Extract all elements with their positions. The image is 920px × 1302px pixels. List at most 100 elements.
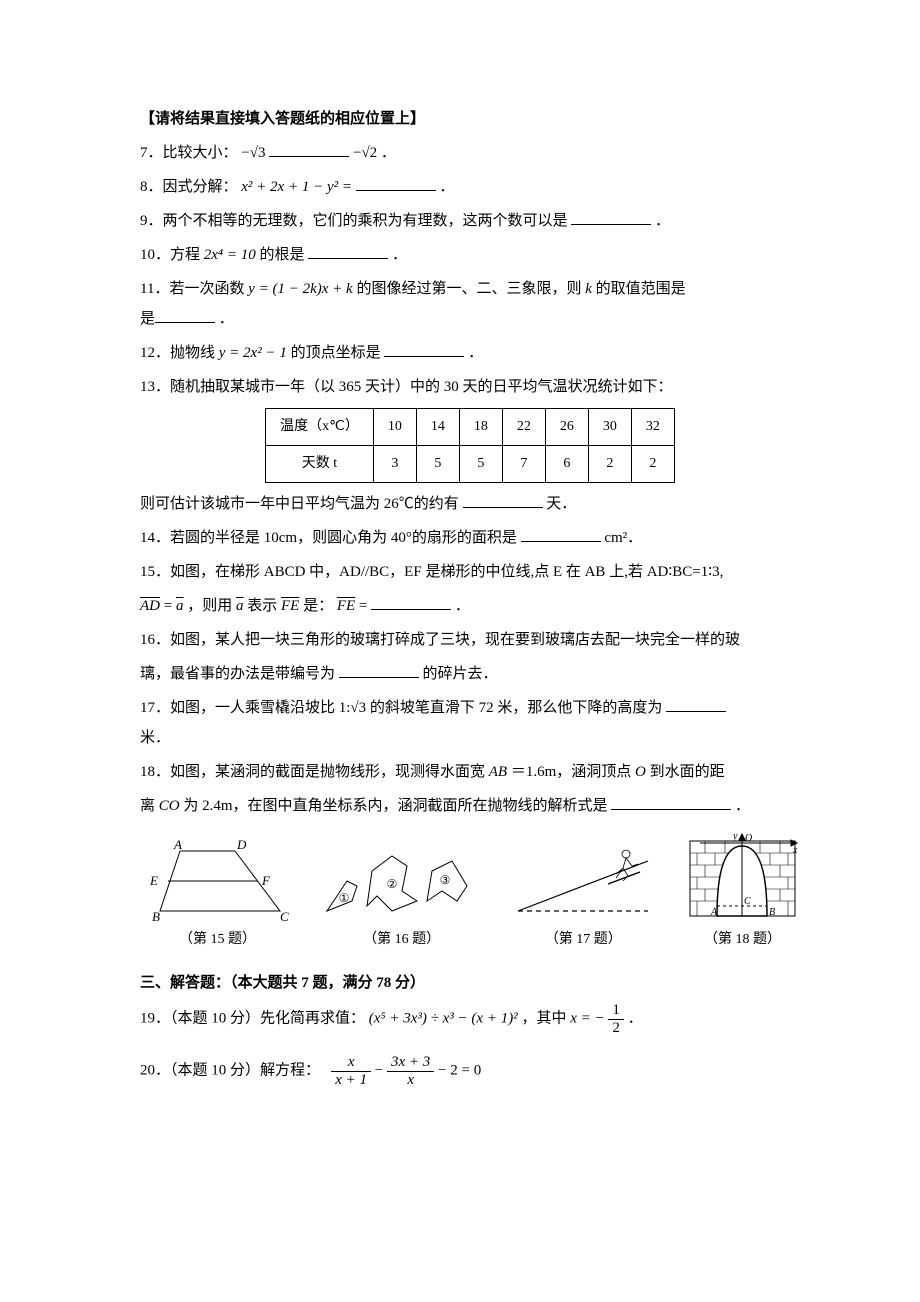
q13-blank[interactable] <box>463 492 543 508</box>
q13-table: 温度（x℃） 10 14 18 22 26 30 32 天数 t 3 5 5 7… <box>265 408 675 483</box>
fig15: A D E F B C （第 15 题） <box>140 836 295 954</box>
q8-expr: x² + 2x + 1 − y² = <box>241 179 352 195</box>
th: 温度（x℃） <box>266 409 374 446</box>
q18-l1a: 18．如图，某涵洞的截面是抛物线形，现测得水面宽 <box>140 764 489 780</box>
lbl-O: O <box>745 833 752 844</box>
q20-prefix: 20．（本题 10 分）解方程： <box>140 1062 328 1078</box>
vec-a: a <box>176 598 184 614</box>
arch-icon: O x y A B C <box>685 831 800 926</box>
q18-co: CO <box>159 798 180 814</box>
lbl-y: y <box>732 831 738 842</box>
q16-l3: 的碎片去． <box>423 666 498 682</box>
q17-rad: √3 <box>350 700 366 716</box>
th: 天数 t <box>266 446 374 483</box>
q19: 19．（本题 10 分）先化简再求值： (x⁵ + 3x³) ÷ x³ − (x… <box>140 1002 800 1036</box>
q7-lhs: √3 <box>250 145 266 161</box>
q19-period: ． <box>628 1010 643 1026</box>
q10-prefix: 10．方程 <box>140 247 204 263</box>
vec-fe: FE <box>281 598 299 614</box>
q20-t1n: x <box>331 1054 371 1072</box>
eq2: = <box>359 598 367 614</box>
q17-blank[interactable] <box>666 696 726 712</box>
td: 3 <box>373 446 416 483</box>
q11-period: ． <box>219 311 234 327</box>
q7-period: ． <box>381 145 396 161</box>
t: ，则用 <box>187 598 236 614</box>
q10-blank[interactable] <box>308 243 388 259</box>
lbl-1: ① <box>338 891 349 905</box>
lbl-3: ③ <box>439 873 450 887</box>
q16-l2: 璃，最省事的办法是带编号为 的碎片去． <box>140 659 800 689</box>
q12-suffix: 的顶点坐标是 <box>291 345 381 361</box>
lbl-F: F <box>261 873 271 888</box>
q19-expr: (x⁵ + 3x³) ÷ x³ − (x + 1)² <box>369 1010 518 1026</box>
q18-o: O <box>635 764 646 780</box>
vec-a2: a <box>236 598 244 614</box>
q20-f1: x x + 1 <box>331 1054 371 1088</box>
lbl-A: A <box>173 837 182 852</box>
broken-glass-icon: ① ② ③ <box>322 846 482 926</box>
q12-expr: y = 2x² − 1 <box>219 345 287 361</box>
q11: 11．若一次函数 y = (1 − 2k)x + k 的图像经过第一、二、三象限… <box>140 274 800 334</box>
q10: 10．方程 2x⁴ = 10 的根是 ． <box>140 240 800 270</box>
q15-blank[interactable] <box>371 594 451 610</box>
q11-blank[interactable] <box>155 307 215 323</box>
q13-after-text: 则可估计该城市一年中日平均气温为 26℃的约有 <box>140 496 459 512</box>
q15-period: ． <box>455 598 470 614</box>
vec-ad: AD <box>140 598 160 614</box>
fig16: ① ② ③ （第 16 题） <box>322 846 482 954</box>
q11-suffix: 的取值范围是 <box>596 281 686 297</box>
q7-lhs-neg: − <box>241 145 249 161</box>
td: 26 <box>545 409 588 446</box>
td: 6 <box>545 446 588 483</box>
q17-l1p: 17．如图，一人乘雪橇沿坡比 1: <box>140 700 350 716</box>
q13-unit: 天． <box>546 496 576 512</box>
q18-l2b: 为 2.4m，在图中直角坐标系内，涵洞截面所在抛物线的解析式是 <box>183 798 607 814</box>
q16-blank[interactable] <box>339 662 419 678</box>
q18-l1: 18．如图，某涵洞的截面是抛物线形，现测得水面宽 AB ＝1.6m，涵洞顶点 O… <box>140 757 800 787</box>
q8: 8．因式分解： x² + 2x + 1 − y² = ． <box>140 172 800 202</box>
q7-blank[interactable] <box>269 141 349 157</box>
q17-l2: 米． <box>140 730 170 746</box>
q7-rhs-rad: 2 <box>370 145 378 161</box>
q8-blank[interactable] <box>356 175 436 191</box>
q12-period: ． <box>468 345 483 361</box>
td: 10 <box>373 409 416 446</box>
q19-mid: ，其中 <box>521 1010 570 1026</box>
q14-blank[interactable] <box>521 526 601 542</box>
td: 14 <box>416 409 459 446</box>
q7-prefix: 7．比较大小： <box>140 145 238 161</box>
lbl-Bb: B <box>769 907 775 918</box>
q14: 14．若圆的半径是 10cm，则圆心角为 40°的扇形的面积是 cm²． <box>140 523 800 553</box>
q15-l2: AD = a ，则用 a 表示 FE 是： FE = ． <box>140 591 800 621</box>
lbl-Aa: A <box>710 907 718 918</box>
q11-expr: y = (1 − 2k)x + k <box>248 281 353 297</box>
q13-after: 则可估计该城市一年中日平均气温为 26℃的约有 天． <box>140 489 800 519</box>
q10-suffix: 的根是 <box>260 247 305 263</box>
q19-xeq: x = − <box>570 1010 604 1026</box>
q14-text: 14．若圆的半径是 10cm，则圆心角为 40°的扇形的面积是 <box>140 530 517 546</box>
q9-text: 9．两个不相等的无理数，它们的乘积为有理数，这两个数可以是 <box>140 213 568 229</box>
t: 表示 <box>247 598 281 614</box>
q12-blank[interactable] <box>384 341 464 357</box>
q20-t2d: x <box>387 1072 434 1089</box>
q13-text: 13．随机抽取某城市一年（以 365 天计）中的 30 天的日平均气温状况统计如… <box>140 372 800 402</box>
q8-prefix: 8．因式分解： <box>140 179 238 195</box>
fig17-caption: （第 17 题） <box>508 926 658 954</box>
q16-l1: 16．如图，某人把一块三角形的玻璃打碎成了三块，现在要到玻璃店去配一块完全一样的… <box>140 625 800 655</box>
q10-expr: 2x⁴ = 10 <box>204 247 256 263</box>
td: 2 <box>631 446 674 483</box>
t: 是： <box>303 598 333 614</box>
q18-blank[interactable] <box>611 794 731 810</box>
q20-m1: − <box>375 1062 387 1078</box>
q16-l2-text: 璃，最省事的办法是带编号为 <box>140 666 335 682</box>
q18-l1b: ＝1.6m，涵洞顶点 <box>511 764 635 780</box>
td: 32 <box>631 409 674 446</box>
lbl-2: ② <box>386 877 397 891</box>
q20-tail: − 2 = 0 <box>438 1062 481 1078</box>
q11-prefix: 11．若一次函数 <box>140 281 248 297</box>
q9-blank[interactable] <box>571 209 651 225</box>
q12-prefix: 12．抛物线 <box>140 345 219 361</box>
q20-t2n: 3x + 3 <box>387 1054 434 1072</box>
fig18: O x y A B C （第 18 题） <box>685 831 800 954</box>
